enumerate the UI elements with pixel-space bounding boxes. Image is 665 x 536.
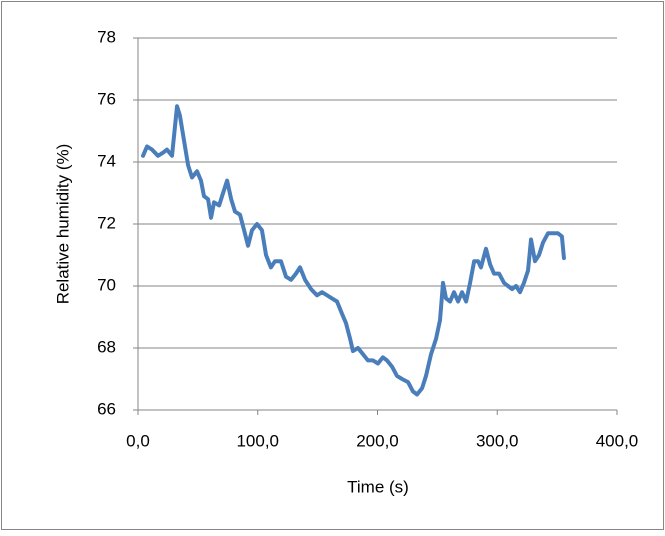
y-tick-label: 78 xyxy=(97,27,116,46)
x-tick-label: 100,0 xyxy=(236,431,279,450)
y-axis-title: Relative humidity (%) xyxy=(53,144,72,305)
x-tick-label: 200,0 xyxy=(356,431,399,450)
y-tick-label: 68 xyxy=(97,337,116,356)
data-line xyxy=(141,104,566,397)
x-tick-label: 300,0 xyxy=(476,431,519,450)
y-tick-label: 76 xyxy=(97,89,116,108)
x-tick-label: 400,0 xyxy=(596,431,639,450)
x-tick-label: 0,0 xyxy=(126,431,150,450)
y-tick-label: 70 xyxy=(97,275,116,294)
y-tick-label: 74 xyxy=(97,151,116,170)
y-tick-label: 66 xyxy=(97,399,116,418)
x-axis-title: Time (s) xyxy=(347,477,409,496)
y-tick-label: 72 xyxy=(97,213,116,232)
